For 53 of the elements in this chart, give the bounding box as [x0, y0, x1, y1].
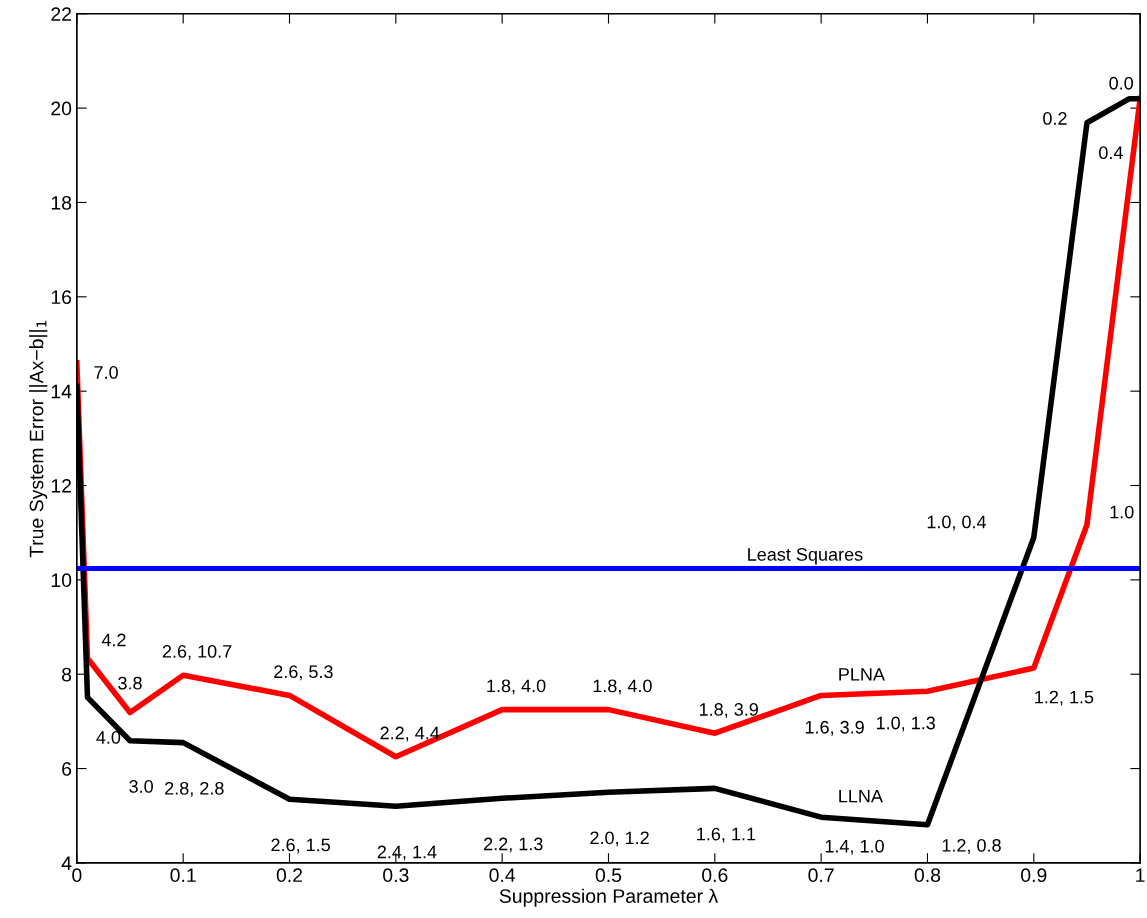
x-tick-label: 0.8 — [914, 868, 941, 883]
y-tick-label: 10 — [51, 573, 72, 588]
ref-line-label: Least Squares — [748, 548, 863, 565]
annotation: 2.2, 1.3 — [484, 837, 543, 853]
annotation: 1.8, 4.0 — [487, 679, 546, 695]
annotation: 2.8, 2.8 — [165, 781, 224, 797]
y-tick-label: 22 — [51, 7, 72, 21]
x-tick-label: 0.6 — [702, 868, 728, 883]
annotation: 3.8 — [118, 676, 142, 690]
annotation: 1.6, 1.1 — [697, 827, 756, 843]
y-tick-label: 20 — [51, 101, 72, 116]
annotation: 1.0, 0.4 — [927, 515, 987, 531]
y-axis-title: True System Error ||Ax−b||$_{1}$ — [29, 320, 48, 558]
annotation: 1.8, 3.9 — [699, 703, 758, 718]
y-tick-label: 18 — [51, 195, 72, 210]
annotation: 7.0 — [94, 366, 118, 379]
annotation: 2.6, 5.3 — [274, 665, 333, 681]
x-tick-label: 0.7 — [808, 868, 834, 883]
x-tick-label: 0.2 — [276, 868, 303, 883]
annotation: 3.0 — [129, 780, 153, 793]
annotation: 2.6, 10.7 — [162, 645, 232, 660]
x-tick-label: 0 — [72, 868, 82, 883]
x-tick-label: 0.9 — [1021, 868, 1047, 883]
y-tick-label: 16 — [51, 290, 72, 305]
annotation: 2.4, 1.4 — [377, 845, 437, 861]
x-tick-label: 1 — [1136, 868, 1145, 882]
annotation: 2.6, 1.5 — [271, 838, 330, 854]
annotation: 0.0 — [1109, 76, 1133, 90]
y-tick-label: 4 — [61, 856, 72, 870]
annotation: 0.2 — [1043, 112, 1067, 125]
x-tick-label: 0.3 — [383, 868, 409, 883]
x-axis-title: Suppression Parameter λ — [499, 888, 719, 907]
annotation: 1.8, 4.0 — [593, 679, 652, 695]
y-tick-label: 8 — [62, 667, 72, 682]
y-tick-label: 12 — [51, 478, 72, 493]
annotation: 4.2 — [101, 633, 126, 647]
annotation: 1.4, 1.0 — [825, 839, 884, 855]
x-tick-label: 0.5 — [595, 868, 622, 883]
annotation: 4.0 — [96, 731, 121, 744]
y-tick-label: 6 — [62, 762, 72, 776]
y-tick-label: 14 — [51, 384, 72, 399]
x-tick-label: 0.1 — [170, 868, 196, 883]
x-tick-label: 0.4 — [489, 868, 516, 883]
series-label: PLNA — [839, 668, 885, 681]
annotation: 1.2, 1.5 — [1035, 690, 1094, 706]
annotation: 1.6, 3.9 — [805, 720, 864, 736]
annotation: 1.0, 1.3 — [876, 716, 936, 732]
annotation: 1.0 — [1110, 505, 1134, 519]
annotation: 0.4 — [1099, 146, 1123, 160]
series-label: LLNA — [839, 789, 883, 803]
annotation: 2.0, 1.2 — [590, 831, 649, 847]
annotation: 2.2, 4.4 — [380, 726, 440, 742]
annotation: 1.2, 0.8 — [942, 838, 1001, 854]
